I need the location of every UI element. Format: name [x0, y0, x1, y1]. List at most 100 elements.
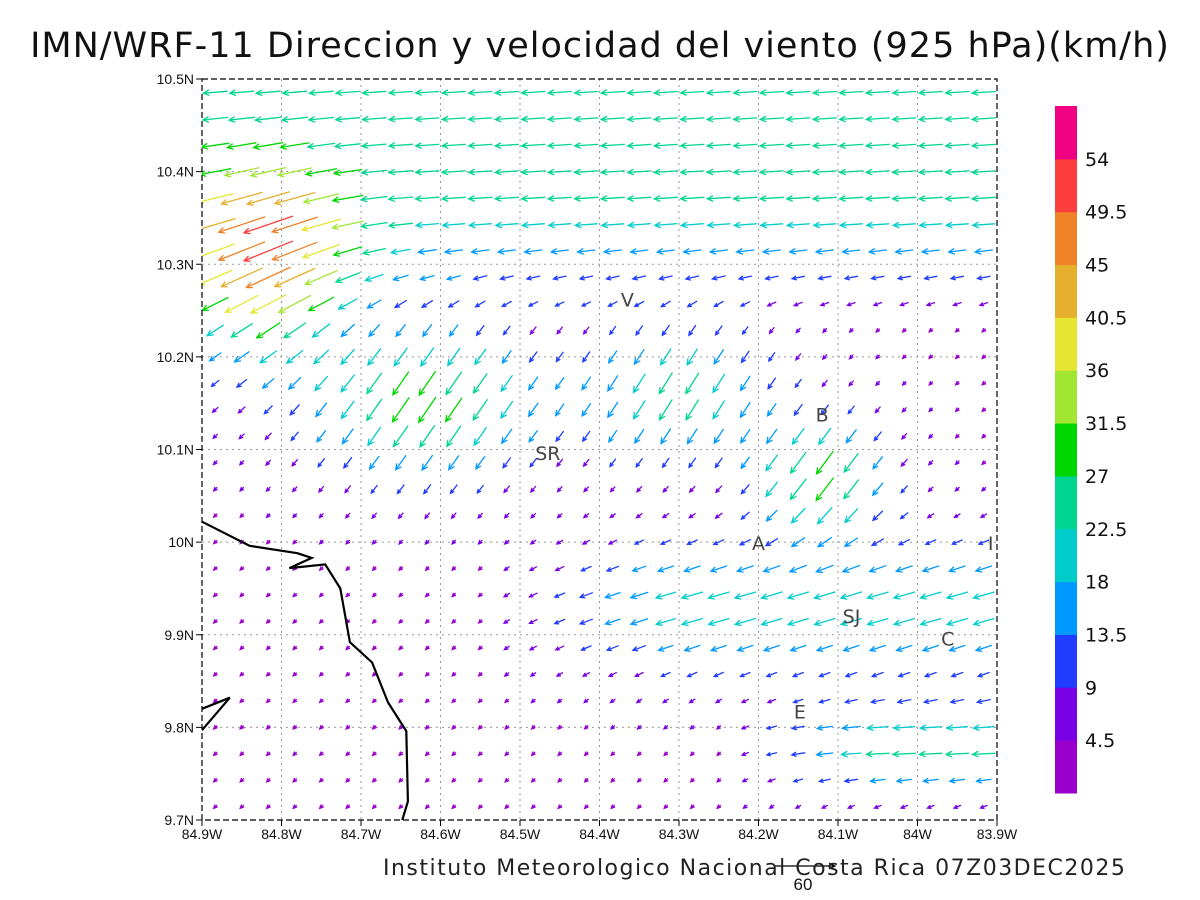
- wind-vector: [520, 115, 546, 123]
- wind-vector: [451, 671, 457, 677]
- wind-vector: [368, 324, 381, 338]
- wind-vector: [972, 591, 995, 600]
- wind-vector: [345, 751, 351, 757]
- wind-vector: [556, 326, 563, 335]
- wind-vector: [764, 538, 779, 547]
- wind-vector: [528, 351, 538, 364]
- wind-vector: [657, 644, 674, 652]
- wind-vector: [626, 142, 652, 149]
- wind-vector: [927, 486, 934, 493]
- wind-vector: [498, 275, 514, 281]
- wind-vector: [340, 400, 355, 420]
- wind-vector: [555, 351, 564, 363]
- wind-vector: [345, 777, 351, 783]
- wind-vector: [688, 324, 697, 337]
- wind-vector: [220, 191, 263, 206]
- wind-vector: [235, 378, 248, 389]
- wind-vector: [226, 142, 257, 150]
- wind-vector: [451, 645, 457, 651]
- wind-vector: [951, 539, 963, 546]
- wind-vector: [922, 777, 939, 784]
- wind-vector: [981, 380, 987, 386]
- wind-vector: [581, 430, 591, 443]
- wind-vector: [928, 354, 934, 360]
- wind-vector: [713, 300, 724, 308]
- y-tick-label: 9.9N: [164, 627, 194, 643]
- wind-vector: [252, 142, 284, 150]
- wind-vector: [974, 565, 993, 573]
- wind-vector: [392, 371, 410, 396]
- wind-vector: [210, 379, 220, 388]
- wind-vector: [239, 777, 245, 783]
- wind-vector: [605, 645, 619, 652]
- wind-vector: [557, 777, 563, 783]
- wind-vector: [447, 300, 460, 308]
- wind-vector: [812, 221, 837, 229]
- wind-vector: [712, 539, 725, 546]
- wind-vector: [820, 404, 829, 416]
- wind-vector: [685, 399, 700, 421]
- wind-vector: [414, 168, 440, 176]
- wind-vector: [758, 115, 784, 123]
- wind-vector: [530, 804, 536, 810]
- wind-vector: [281, 89, 308, 97]
- wind-vector: [255, 322, 281, 339]
- wind-vector: [688, 485, 696, 494]
- wind-vector: [901, 407, 907, 413]
- wind-vector: [580, 565, 592, 572]
- wind-vector: [811, 115, 837, 123]
- wind-vector: [520, 142, 546, 149]
- wind-vector: [424, 777, 430, 783]
- wind-vector: [582, 513, 590, 519]
- wind-vector: [980, 486, 987, 492]
- wind-vector: [249, 294, 287, 314]
- wind-vector: [739, 401, 751, 419]
- wind-vector: [398, 724, 404, 730]
- wind-vector: [917, 142, 943, 149]
- wind-vector: [607, 671, 617, 677]
- wind-vector: [605, 565, 620, 572]
- wind-vector: [626, 89, 652, 96]
- wind-vector: [680, 617, 703, 627]
- wind-vector: [785, 115, 811, 123]
- wind-vector: [873, 804, 882, 809]
- wind-vector: [657, 275, 673, 281]
- wind-vector: [732, 89, 758, 96]
- wind-vector: [493, 115, 519, 123]
- wind-vector: [735, 565, 754, 573]
- wind-vector: [975, 777, 992, 784]
- wind-vector: [686, 539, 698, 546]
- wind-vector: [504, 724, 510, 730]
- wind-vector: [636, 777, 642, 783]
- wind-vector: [239, 671, 245, 677]
- wind-vector: [733, 617, 756, 627]
- wind-vector: [578, 275, 594, 281]
- colorbar-segment: [1055, 528, 1077, 583]
- wind-vector: [556, 458, 564, 468]
- wind-vector: [874, 406, 881, 414]
- wind-vector: [894, 565, 913, 573]
- wind-vector: [242, 215, 294, 235]
- wind-vector: [371, 724, 377, 730]
- wind-vector: [332, 246, 363, 257]
- wind-vector: [418, 370, 436, 397]
- wind-vector: [502, 592, 511, 598]
- wind-vector: [530, 751, 536, 757]
- wind-vector: [342, 456, 353, 469]
- wind-vector: [391, 274, 409, 282]
- colorbar-segment: [1055, 581, 1077, 635]
- wind-vector: [387, 168, 414, 176]
- wind-vector: [663, 804, 669, 810]
- wind-vector: [424, 592, 430, 598]
- wind-vector: [811, 142, 837, 149]
- wind-vector: [709, 644, 727, 652]
- wind-vector: [271, 241, 318, 261]
- wind-vector: [578, 592, 594, 599]
- wind-vector: [949, 275, 965, 281]
- wind-vector: [238, 460, 245, 466]
- wind-vector: [635, 486, 643, 493]
- wind-vector: [971, 221, 996, 229]
- wind-vector: [709, 565, 728, 573]
- y-tick-label: 10.4N: [157, 164, 194, 180]
- wind-vector: [318, 592, 324, 598]
